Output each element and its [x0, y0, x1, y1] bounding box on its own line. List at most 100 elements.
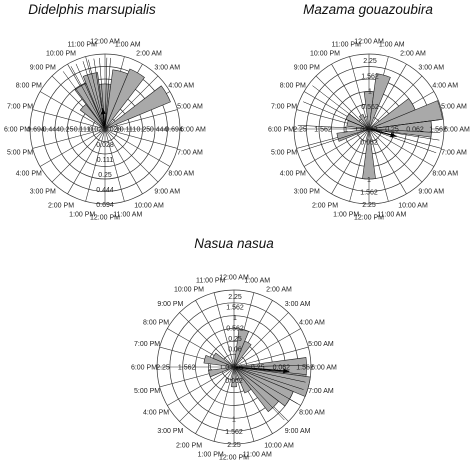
observation-line: [368, 119, 440, 130]
hour-label: 10:00 AM: [134, 203, 164, 210]
grid-spoke: [331, 128, 370, 195]
hour-label: 11:00 PM: [331, 42, 361, 49]
hour-label: 9:00 AM: [154, 189, 180, 196]
horizontal-tick-label: 0.111: [120, 127, 137, 134]
hour-label: 10:00 AM: [264, 442, 294, 449]
hour-label: 4:00 PM: [16, 171, 42, 178]
hour-label: 2:00 AM: [400, 50, 426, 57]
grid-spoke: [349, 56, 370, 130]
rose-wedge: [233, 340, 252, 368]
horizontal-tick-label: 0.25: [251, 365, 265, 372]
grid-spoke: [104, 128, 178, 149]
hour-label: 4:00 AM: [299, 320, 325, 327]
observation-line: [368, 128, 440, 141]
horizontal-tick-label: 0.062: [406, 127, 424, 134]
hour-label: 4:00 PM: [280, 171, 306, 178]
grid-spoke: [104, 128, 159, 183]
hour-label: 3:00 PM: [30, 189, 56, 196]
mean-vector-line: [233, 366, 290, 372]
hour-label: 4:00 PM: [143, 410, 169, 417]
radial-tick-label: 0.062: [225, 378, 243, 385]
hour-label: 7:00 PM: [7, 104, 33, 111]
horizontal-tick-label: 0.111: [74, 127, 91, 134]
grid-spoke: [368, 128, 435, 167]
radial-tick-label: 0.062: [360, 139, 378, 146]
hour-label: 8:00 PM: [16, 83, 42, 90]
hour-label: 8:00 AM: [432, 171, 458, 178]
grid-spoke: [195, 300, 235, 368]
hour-label: 10:00 AM: [398, 203, 428, 210]
hour-label: 1:00 AM: [379, 42, 405, 49]
horizontal-tick-label: 0.028: [89, 127, 107, 134]
grid-spoke: [179, 366, 235, 422]
upper-tick-label: 2.25: [363, 58, 377, 65]
rose-wedge: [368, 100, 443, 130]
rose-wedge: [362, 128, 376, 180]
horizontal-tick-label: 1.562: [314, 127, 332, 134]
radial-tick-label: 2.25: [227, 442, 241, 449]
hour-label: 5:00 AM: [308, 341, 334, 348]
radial-tick-label: 0.25: [98, 172, 112, 179]
hour-label: 1:00 PM: [333, 212, 359, 219]
hour-label: 12:00 AM: [90, 39, 120, 46]
horizontal-tick-label: 0.25: [137, 127, 151, 134]
grid-spoke: [303, 128, 370, 167]
grid-spoke: [368, 128, 423, 183]
grid-spoke: [368, 75, 423, 130]
radial-tick-label: 1: [232, 416, 236, 423]
observation-line: [233, 366, 298, 404]
observation-line: [62, 71, 106, 130]
grid-spoke: [233, 312, 289, 368]
hour-label: 11:00 PM: [196, 278, 226, 285]
hour-label: 3:00 PM: [157, 428, 183, 435]
hour-label: 6:00 PM: [268, 127, 294, 134]
hour-label: 8:00 PM: [143, 320, 169, 327]
hour-label: 7:00 PM: [134, 341, 160, 348]
hour-label: 12:00 PM: [219, 455, 249, 462]
observation-line: [301, 128, 370, 152]
grid-spoke: [179, 312, 235, 368]
hour-label: 9:00 AM: [285, 428, 311, 435]
hour-label: 6:00 AM: [180, 127, 206, 134]
hour-label: 11:00 PM: [67, 42, 97, 49]
grid-spoke: [51, 128, 106, 183]
hour-label: 8:00 PM: [280, 83, 306, 90]
horizontal-tick-label: 0.694: [165, 127, 183, 134]
hour-label: 7:00 AM: [177, 149, 203, 156]
hour-label: 6:00 AM: [444, 127, 470, 134]
chart-title: Didelphis marsupialis: [28, 2, 156, 17]
horizontal-tick-label: 1.562: [296, 365, 314, 372]
hour-label: 6:00 PM: [4, 127, 30, 134]
upper-tick-label: 1.562: [361, 73, 379, 80]
observation-line: [368, 128, 437, 154]
grid-spoke: [32, 109, 106, 130]
rose-wedge: [336, 128, 370, 142]
hour-label: 1:00 AM: [115, 42, 141, 49]
rose-chart-didelphis: Didelphis marsupialis 12:00 AM1:00 AM2:0…: [4, 2, 206, 222]
rose-wedge: [233, 366, 252, 394]
rose-wedge: [104, 85, 171, 130]
hour-label: 5:00 PM: [134, 388, 160, 395]
grid-spoke: [233, 328, 301, 368]
radial-tick-label: 0.694: [96, 202, 114, 209]
hour-label: 1:00 PM: [69, 212, 95, 219]
upper-tick-label: 1: [233, 315, 237, 322]
rose-wedge: [82, 72, 106, 130]
grid-spoke: [39, 91, 106, 130]
horizontal-tick-label: 0.694: [27, 127, 45, 134]
hour-label: 6:00 AM: [311, 365, 337, 372]
hour-label: 10:00 PM: [46, 50, 76, 57]
observation-line: [312, 85, 370, 130]
hour-label: 8:00 AM: [168, 171, 194, 178]
grid-spoke: [233, 346, 309, 368]
observation-line: [233, 366, 306, 383]
rose-wedge: [358, 113, 370, 130]
rose-wedge: [104, 68, 145, 130]
hour-label: 9:00 PM: [30, 64, 56, 71]
hour-label: 12:00 PM: [354, 215, 384, 222]
horizontal-tick-label: 0.062: [273, 365, 291, 372]
hour-label: 11:00 AM: [243, 451, 272, 458]
hour-label: 11:00 AM: [377, 212, 406, 219]
horizontal-tick-label: 0.444: [150, 127, 168, 134]
grid-spoke: [368, 128, 407, 195]
